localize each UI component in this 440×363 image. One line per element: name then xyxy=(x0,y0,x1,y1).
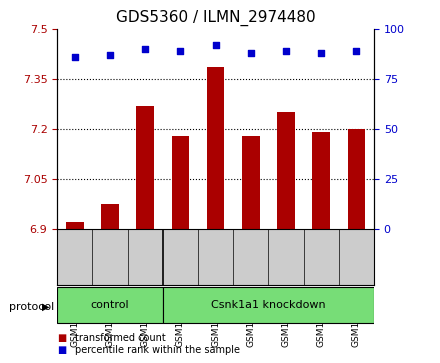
Title: GDS5360 / ILMN_2974480: GDS5360 / ILMN_2974480 xyxy=(116,10,315,26)
Text: ■: ■ xyxy=(57,345,66,355)
Point xyxy=(318,50,325,56)
Text: percentile rank within the sample: percentile rank within the sample xyxy=(75,345,240,355)
Text: transformed count: transformed count xyxy=(75,333,165,343)
Text: Csnk1a1 knockdown: Csnk1a1 knockdown xyxy=(211,300,326,310)
Point xyxy=(142,46,149,52)
Text: ■: ■ xyxy=(57,333,66,343)
Bar xyxy=(101,204,119,229)
Text: ▶: ▶ xyxy=(42,302,49,312)
Bar xyxy=(172,135,189,229)
Point xyxy=(247,50,254,56)
Point xyxy=(353,48,360,54)
Point xyxy=(212,42,219,48)
Bar xyxy=(136,106,154,229)
Point xyxy=(106,52,114,58)
Bar xyxy=(66,222,84,229)
Bar xyxy=(312,132,330,229)
Bar xyxy=(348,129,365,229)
Bar xyxy=(277,112,295,229)
Text: control: control xyxy=(91,300,129,310)
Point xyxy=(71,54,78,60)
FancyBboxPatch shape xyxy=(57,287,163,323)
Bar xyxy=(207,67,224,229)
Bar xyxy=(242,135,260,229)
FancyBboxPatch shape xyxy=(163,287,374,323)
Point xyxy=(282,48,290,54)
Text: protocol: protocol xyxy=(9,302,54,312)
Point xyxy=(177,48,184,54)
